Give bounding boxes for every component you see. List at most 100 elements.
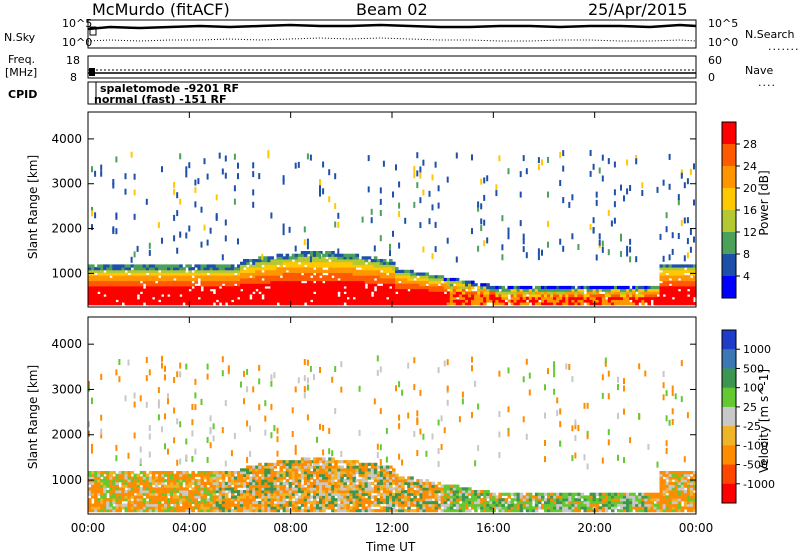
- power-cell: [182, 288, 186, 292]
- power-cell: [392, 191, 394, 198]
- velocity-cell: [170, 490, 174, 494]
- power-cell: [316, 275, 320, 279]
- power-cell: [209, 227, 212, 234]
- velocity-cell: [276, 500, 281, 505]
- velocity-cell: [267, 506, 271, 510]
- power-cell: [431, 285, 436, 290]
- velocity-cell: [194, 500, 198, 505]
- velocity-cell: [118, 487, 122, 491]
- power-cell: [686, 283, 691, 287]
- power-cell: [188, 296, 192, 300]
- velocity-cell: [513, 492, 518, 496]
- power-cell: [264, 272, 268, 276]
- velocity-cell: [270, 492, 274, 496]
- velocity-cell: [401, 506, 405, 510]
- velocity-cell: [291, 503, 296, 507]
- power-cell: [334, 203, 337, 210]
- velocity-cell: [182, 487, 186, 491]
- power-cell: [206, 239, 209, 246]
- velocity-cell: [148, 484, 153, 488]
- velocity-cell: [446, 503, 451, 507]
- power-cell: [206, 277, 211, 282]
- power-cell: [686, 264, 691, 268]
- power-cell: [230, 294, 235, 298]
- velocity-cell: [458, 487, 463, 491]
- power-cell: [471, 283, 475, 287]
- power-cell: [367, 283, 372, 287]
- power-cell: [112, 228, 115, 234]
- power-cell: [282, 299, 287, 303]
- velocity-cell: [258, 465, 262, 469]
- power-cell: [477, 285, 481, 290]
- velocity-cell: [246, 465, 250, 469]
- velocity-cell: [167, 471, 171, 475]
- power-cell: [440, 277, 445, 282]
- power-cell: [595, 299, 600, 303]
- power-cell: [285, 267, 290, 271]
- velocity-cell: [401, 495, 405, 499]
- power-cell: [340, 275, 344, 279]
- velocity-cell: [279, 492, 284, 496]
- power-cell: [343, 272, 347, 276]
- velocity-cell: [142, 498, 147, 502]
- velocity-cell: [410, 481, 414, 485]
- velocity-cell: [458, 506, 463, 510]
- power-cell: [349, 283, 353, 287]
- power-cell: [124, 264, 129, 268]
- power-cell: [352, 267, 357, 271]
- power-cell: [617, 288, 621, 292]
- power-cell: [136, 291, 141, 295]
- velocity-cell: [97, 484, 101, 488]
- power-cell: [285, 256, 290, 260]
- power-cell: [288, 261, 293, 265]
- power-cell: [288, 264, 293, 268]
- velocity-cell: [319, 503, 323, 507]
- velocity-cell: [124, 484, 129, 488]
- velocity-cell: [501, 492, 505, 496]
- velocity-cell: [389, 465, 393, 469]
- velocity-cell: [288, 492, 293, 496]
- velocity-cell: [468, 492, 472, 496]
- power-cell: [504, 288, 509, 292]
- velocity-cell: [477, 500, 481, 505]
- power-cell: [337, 212, 340, 219]
- velocity-cell: [249, 468, 253, 472]
- power-cell: [404, 294, 408, 298]
- velocity-cell: [550, 495, 554, 499]
- power-cell: [303, 267, 308, 271]
- velocity-cell: [224, 498, 229, 502]
- power-cell: [355, 296, 360, 300]
- velocity-cell: [258, 492, 262, 496]
- velocity-cell: [422, 487, 426, 491]
- velocity-cell: [364, 487, 369, 491]
- velocity-cell: [109, 506, 113, 510]
- power-cell: [206, 294, 211, 298]
- power-cell: [188, 294, 192, 298]
- power-cell: [103, 285, 107, 290]
- velocity-cell: [379, 506, 384, 510]
- velocity-cell: [355, 468, 360, 472]
- power-cell: [130, 299, 135, 303]
- power-cell: [276, 280, 281, 284]
- velocity-cell: [562, 495, 566, 499]
- power-cell: [127, 296, 132, 300]
- power-cell: [237, 162, 239, 169]
- velocity-cell: [367, 481, 372, 485]
- velocity-cell: [303, 465, 308, 469]
- power-cell: [215, 272, 220, 276]
- velocity-cell: [136, 473, 141, 477]
- velocity-cell: [303, 462, 308, 466]
- power-cell: [142, 299, 147, 303]
- velocity-cell: [416, 509, 420, 513]
- velocity-cell: [316, 506, 320, 510]
- velocity-cell: [385, 473, 390, 477]
- velocity-cell: [537, 506, 542, 510]
- velocity-cell: [106, 484, 110, 488]
- velocity-cell: [361, 503, 366, 507]
- power-cell: [686, 275, 691, 279]
- velocity-cell: [109, 498, 113, 502]
- power-cell: [224, 294, 229, 298]
- power-cell: [422, 288, 426, 292]
- power-cell: [601, 288, 606, 292]
- power-cell: [401, 277, 405, 282]
